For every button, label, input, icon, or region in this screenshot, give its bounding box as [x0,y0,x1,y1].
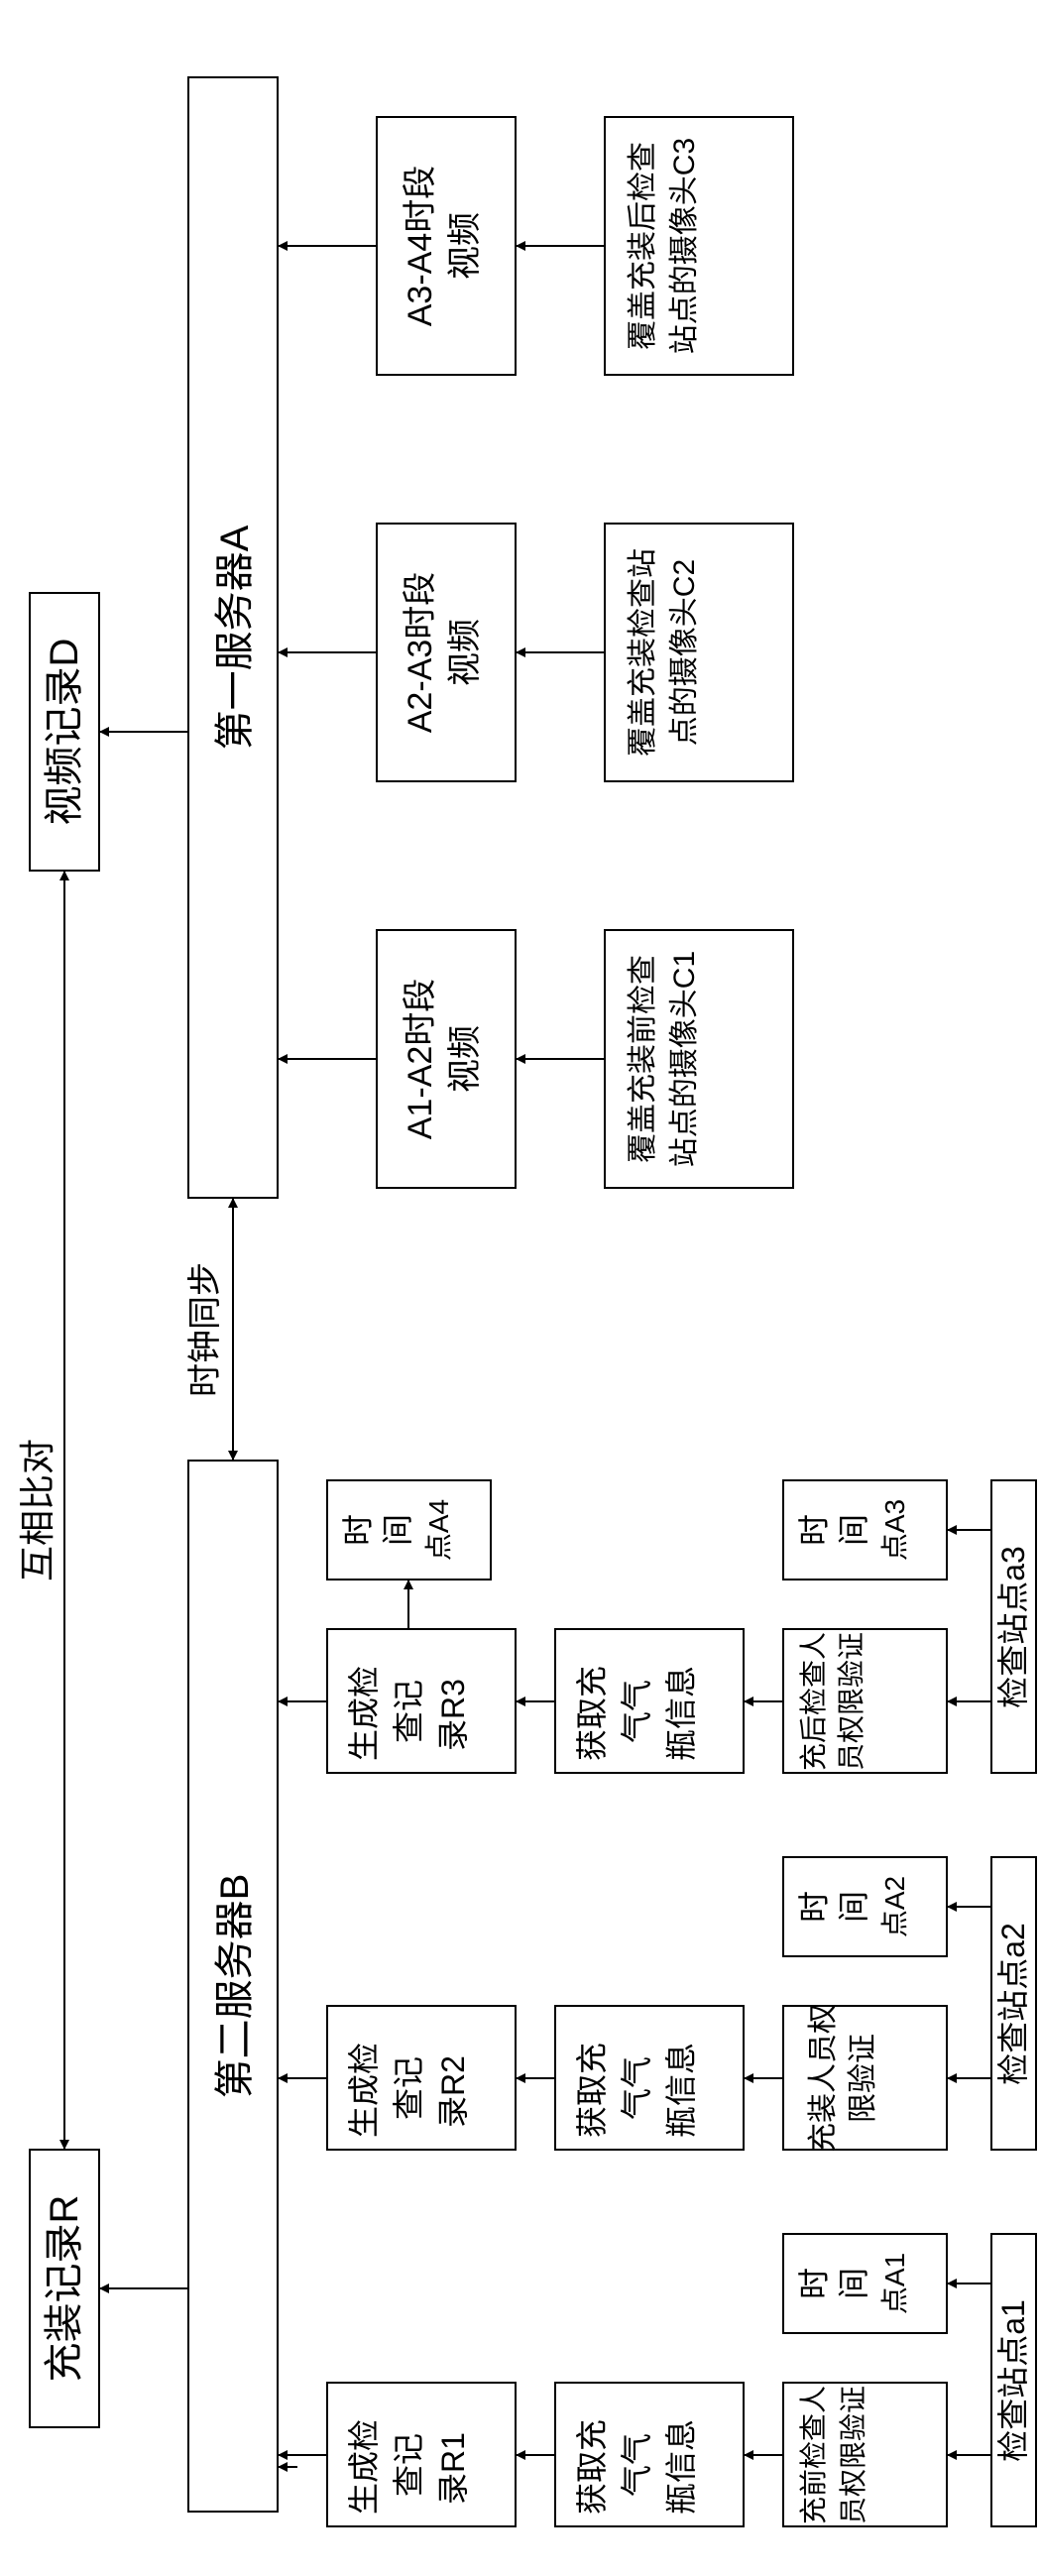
svg-text:查记: 查记 [391,2433,426,2497]
svg-text:点A3: 点A3 [879,1499,910,1561]
svg-text:员权限验证: 员权限验证 [838,2386,868,2524]
svg-text:点的摄像头C2: 点的摄像头C2 [668,559,701,746]
svg-text:气气: 气气 [619,2056,654,2120]
svg-text:获取充: 获取充 [574,2419,610,2515]
svg-text:录R3: 录R3 [435,1679,471,1751]
svg-text:时: 时 [796,1891,832,1923]
svg-text:时: 时 [796,1514,832,1546]
flowchart-diagram: 充装记录R 视频记录D 互相比对 第二服务器B 第一服务器A 时钟同步 生成 检… [0,0,1040,2576]
svg-text:A2-A3时段: A2-A3时段 [402,572,439,734]
svg-text:覆盖充装检查站: 覆盖充装检查站 [627,548,659,757]
svg-text:视频: 视频 [446,212,484,280]
svg-text:生成检: 生成检 [346,1666,382,1761]
svg-text:覆盖充装后检查: 覆盖充装后检查 [627,142,659,350]
svg-text:录R1: 录R1 [435,2432,471,2505]
svg-text:点A2: 点A2 [879,1876,910,1937]
svg-text:瓶信息: 瓶信息 [663,1666,699,1761]
svg-text:瓶信息: 瓶信息 [663,2043,699,2138]
svg-text:获取充: 获取充 [574,2043,610,2138]
svg-text:查记: 查记 [391,1680,426,1743]
server-a-label: 第一服务器A [213,525,257,750]
svg-text:间: 间 [836,1514,871,1546]
svg-text:视频: 视频 [446,619,484,686]
svg-text:站点的摄像头C1: 站点的摄像头C1 [668,951,701,1167]
video-record-label: 视频记录D [43,639,86,826]
svg-text:生成检: 生成检 [346,2419,382,2515]
svg-text:视频: 视频 [446,1025,484,1093]
svg-text:间: 间 [836,1891,871,1923]
compare-label: 互相比对 [17,1439,58,1581]
svg-text:气气: 气气 [619,1680,654,1743]
svg-text:员权限验证: 员权限验证 [836,1632,867,1771]
svg-text:检查站点a3: 检查站点a3 [995,1546,1031,1708]
svg-text:生成检: 生成检 [346,2043,382,2138]
svg-text:获取充: 获取充 [574,1666,610,1761]
svg-text:充装人员权: 充装人员权 [807,2004,840,2153]
svg-text:时: 时 [340,1514,376,1546]
svg-text:点A4: 点A4 [423,1499,454,1561]
server-b-label: 第二服务器B [213,1874,257,2099]
svg-text:检查站点a1: 检查站点a1 [995,2299,1031,2462]
svg-text:点A1: 点A1 [879,2253,910,2314]
svg-text:覆盖充装前检查: 覆盖充装前检查 [627,955,659,1163]
svg-text:站点的摄像头C3: 站点的摄像头C3 [668,138,701,354]
svg-text:A3-A4时段: A3-A4时段 [402,166,439,327]
svg-text:限验证: 限验证 [847,2034,879,2123]
svg-text:充后检查人: 充后检查人 [798,1632,829,1771]
svg-text:A1-A2时段: A1-A2时段 [402,979,439,1140]
svg-text:气气: 气气 [619,2433,654,2497]
filling-record-label: 充装记录R [43,2195,86,2383]
svg-text:间: 间 [836,2268,871,2299]
svg-text:查记: 查记 [391,2056,426,2120]
svg-text:检查站点a2: 检查站点a2 [995,1923,1031,2085]
svg-text:录R2: 录R2 [435,2055,471,2128]
svg-text:瓶信息: 瓶信息 [663,2419,699,2515]
svg-text:时: 时 [796,2268,832,2299]
sync-label: 时钟同步 [186,1262,224,1397]
svg-text:间: 间 [380,1514,415,1546]
svg-text:充前检查人: 充前检查人 [798,2386,829,2524]
